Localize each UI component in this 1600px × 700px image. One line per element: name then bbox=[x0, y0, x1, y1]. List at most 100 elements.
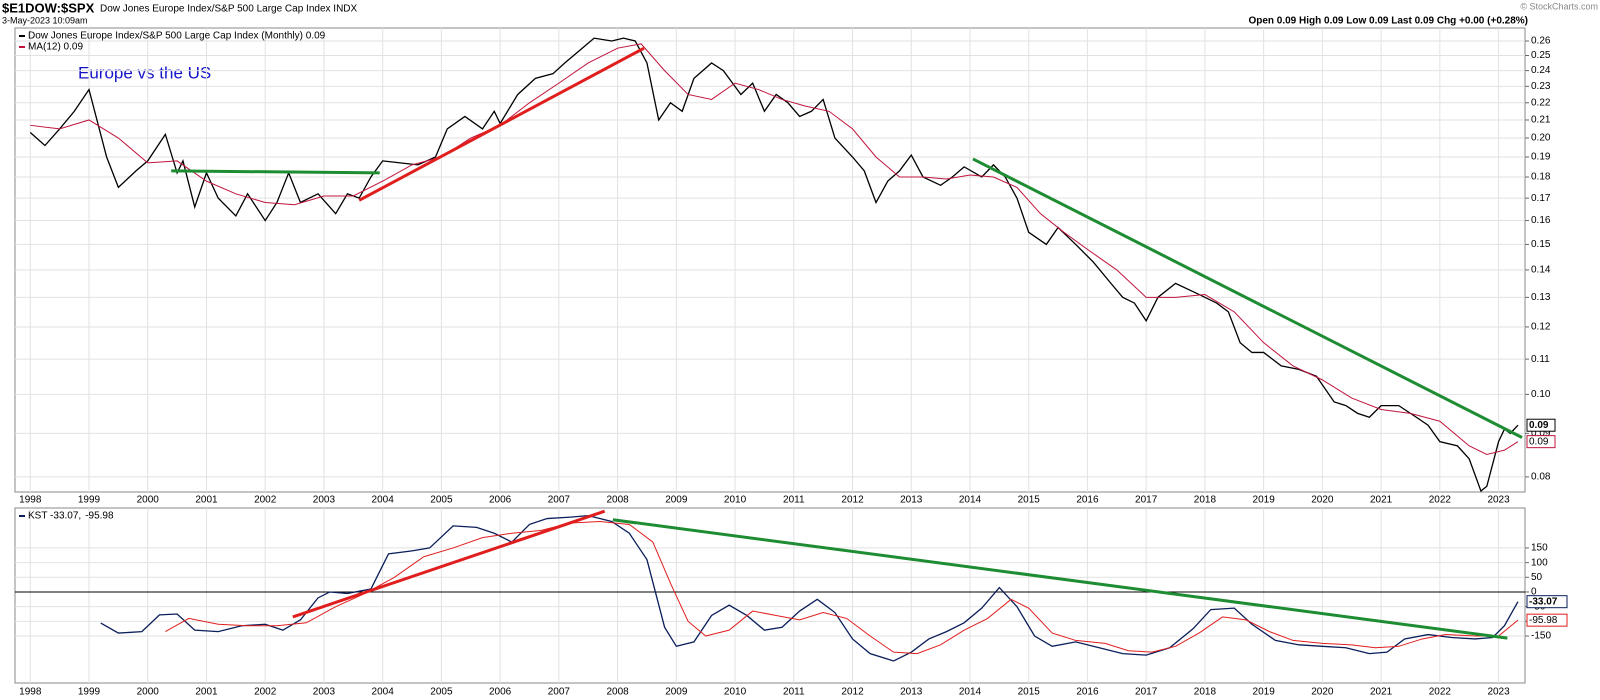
x-tick-label: 2020 bbox=[1311, 495, 1334, 506]
x-tick-label: 2011 bbox=[783, 687, 805, 698]
x-tick-label: 2000 bbox=[137, 495, 160, 506]
x-tick-label: 2023 bbox=[1487, 495, 1510, 506]
x-tick-label: 2021 bbox=[1370, 495, 1393, 506]
x-tick-label: 2000 bbox=[137, 687, 160, 698]
x-tick-label: 2006 bbox=[489, 687, 512, 698]
x-tick-label: 2015 bbox=[1018, 495, 1041, 506]
x-tick-label: 2011 bbox=[783, 495, 805, 506]
y-tick-label: 150 bbox=[1531, 543, 1548, 554]
kst-panel bbox=[14, 507, 1526, 684]
price-panel bbox=[14, 27, 1526, 493]
x-tick-label: 1999 bbox=[78, 687, 101, 698]
trendline bbox=[292, 509, 606, 619]
last-value-label: -33.07 bbox=[1529, 596, 1558, 607]
x-tick-label: 2004 bbox=[372, 687, 395, 698]
y-tick-label: 0.21 bbox=[1531, 115, 1551, 126]
plot-area bbox=[15, 508, 1525, 683]
legend-entry: -95.98 bbox=[85, 511, 114, 522]
y-tick-label: 0.24 bbox=[1531, 65, 1551, 76]
y-tick-label: 0.19 bbox=[1531, 152, 1551, 163]
last-value-label: 0.09 bbox=[1529, 420, 1549, 431]
y-tick-label: 0.16 bbox=[1531, 215, 1551, 226]
trendline bbox=[171, 169, 380, 175]
trendline bbox=[612, 518, 1508, 640]
y-tick-label: 0 bbox=[1531, 587, 1537, 598]
series-line bbox=[165, 521, 1519, 655]
y-tick-label: 0.20 bbox=[1531, 133, 1551, 144]
x-tick-label: 2007 bbox=[548, 495, 571, 506]
legend-entry: KST -33.07, bbox=[28, 511, 81, 522]
y-tick-label: 0.14 bbox=[1531, 265, 1551, 276]
last-value-label: -95.98 bbox=[1529, 615, 1558, 626]
y-tick-label: 0.15 bbox=[1531, 239, 1551, 250]
x-tick-label: 2010 bbox=[724, 687, 747, 698]
y-tick-label: -150 bbox=[1531, 631, 1551, 642]
y-tick-label: 0.22 bbox=[1531, 97, 1551, 108]
legend-entry: Dow Jones Europe Index/S&P 500 Large Cap… bbox=[28, 31, 326, 42]
watermark: © StockCharts.com bbox=[1520, 1, 1598, 11]
x-tick-label: 2022 bbox=[1429, 687, 1452, 698]
y-tick-label: 100 bbox=[1531, 557, 1548, 568]
y-tick-label: 0.09 bbox=[1531, 428, 1551, 439]
x-tick-label: 2023 bbox=[1487, 687, 1510, 698]
last-value-box bbox=[1526, 435, 1556, 449]
y-tick-label: 0.11 bbox=[1531, 354, 1550, 365]
y-tick-label: 0.12 bbox=[1531, 322, 1551, 333]
x-tick-label: 2005 bbox=[430, 495, 453, 506]
x-tick-label: 2014 bbox=[959, 687, 982, 698]
y-tick-label: 50 bbox=[1531, 572, 1543, 583]
quote: Open 0.09 High 0.09 Low 0.09 Last 0.09 C… bbox=[1248, 16, 1528, 27]
symbol: $E1DOW:$SPX bbox=[2, 0, 95, 15]
x-tick-label: 2002 bbox=[254, 687, 277, 698]
last-value-box bbox=[1526, 613, 1568, 627]
x-tick-label: 2001 bbox=[195, 687, 218, 698]
x-tick-label: 2016 bbox=[1076, 687, 1099, 698]
x-tick-label: 2007 bbox=[548, 687, 571, 698]
x-tick-label: 1998 bbox=[19, 687, 42, 698]
x-tick-label: 2017 bbox=[1135, 687, 1158, 698]
series-line bbox=[100, 514, 1519, 662]
x-tick-label: 2002 bbox=[254, 495, 277, 506]
x-tick-label: 2013 bbox=[900, 687, 923, 698]
x-tick-label: 2001 bbox=[195, 495, 218, 506]
x-tick-label: 2016 bbox=[1076, 495, 1099, 506]
y-tick-label: 0.26 bbox=[1531, 36, 1551, 47]
x-tick-label: 2010 bbox=[724, 495, 747, 506]
x-tick-label: 2005 bbox=[430, 687, 453, 698]
series-line bbox=[30, 43, 1519, 456]
x-tick-label: 2022 bbox=[1429, 495, 1452, 506]
x-tick-label: 2019 bbox=[1253, 687, 1276, 698]
y-tick-label: 0.17 bbox=[1531, 193, 1551, 204]
legend-entry: MA(12) 0.09 bbox=[28, 42, 83, 53]
trendline bbox=[358, 46, 645, 202]
last-value-label: 0.09 bbox=[1529, 436, 1549, 447]
x-tick-label: 2009 bbox=[665, 495, 688, 506]
x-tick-label: 2012 bbox=[841, 687, 864, 698]
last-value-box bbox=[1526, 418, 1556, 432]
x-tick-label: 1998 bbox=[19, 495, 42, 506]
x-tick-label: 2008 bbox=[606, 687, 629, 698]
plot-area bbox=[15, 28, 1525, 492]
y-tick-label: 0.25 bbox=[1531, 50, 1551, 61]
x-tick-label: 2012 bbox=[841, 495, 864, 506]
x-tick-label: 2018 bbox=[1194, 687, 1217, 698]
x-tick-label: 2017 bbox=[1135, 495, 1158, 506]
x-tick-label: 2009 bbox=[665, 687, 688, 698]
date: 3-May-2023 10:09am bbox=[2, 15, 88, 25]
trendline bbox=[972, 157, 1523, 439]
x-tick-label: 2020 bbox=[1311, 687, 1334, 698]
x-tick-label: 2003 bbox=[313, 495, 336, 506]
y-tick-label: 0.23 bbox=[1531, 81, 1551, 92]
x-tick-label: 2015 bbox=[1018, 687, 1041, 698]
description: Dow Jones Europe Index/S&P 500 Large Cap… bbox=[100, 4, 358, 15]
annotation: Europe vs the US bbox=[78, 63, 211, 82]
x-tick-label: 2021 bbox=[1370, 687, 1393, 698]
x-tick-label: 2018 bbox=[1194, 495, 1217, 506]
series-line bbox=[29, 37, 1519, 492]
x-tick-label: 1999 bbox=[78, 495, 101, 506]
last-value-box bbox=[1526, 595, 1568, 609]
y-tick-label: 0.18 bbox=[1531, 172, 1551, 183]
x-tick-label: 2013 bbox=[900, 495, 923, 506]
x-tick-label: 2014 bbox=[959, 495, 982, 506]
